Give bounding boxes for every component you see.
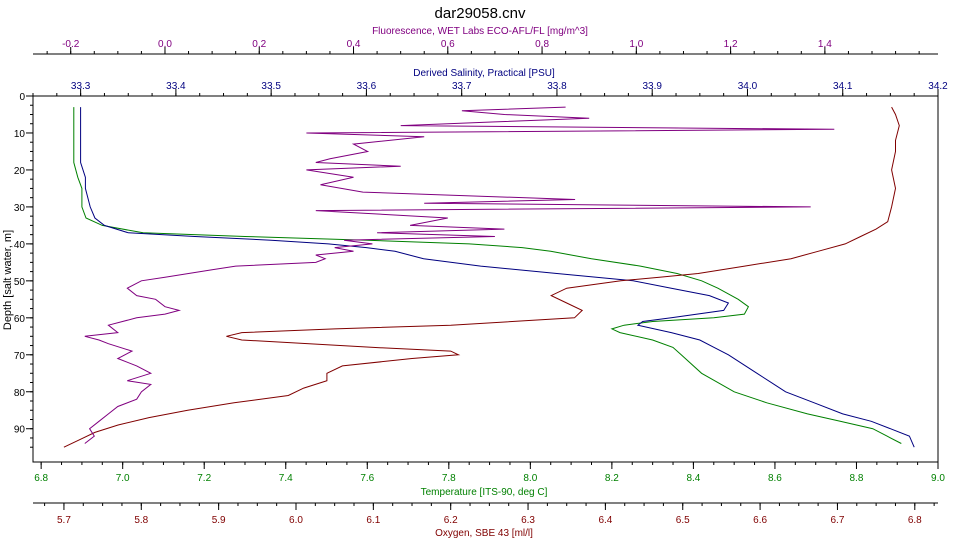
- depth-axis: Depth [salt water, m] 0 10 20 30 40 50 60 70 80 9…: [2, 92, 33, 448]
- temperature-tick-label: 7.2: [197, 473, 211, 484]
- temperature-tick-label: 8.6: [768, 473, 782, 484]
- chart-marks: [63, 106, 915, 448]
- fluorescence-tick-label: -0.2: [62, 39, 80, 50]
- oxygen-tick-label: 6.5: [676, 515, 690, 526]
- fluorescence-tick-label: 0.2: [252, 39, 266, 50]
- depth-tick-label: 80: [14, 388, 26, 399]
- salinity-tick-label: 33.4: [166, 81, 186, 92]
- depth-tick-label: 50: [14, 277, 26, 288]
- salinity-tick-label: 33.9: [642, 81, 662, 92]
- temperature-tick-label: 7.0: [116, 473, 130, 484]
- fluorescence-tick-label: 0.4: [347, 39, 361, 50]
- oxygen-tick-label: 6.6: [753, 515, 767, 526]
- salinity-profile-line: [80, 107, 915, 448]
- oxygen-tick-label: 6.0: [289, 515, 303, 526]
- temperature-tick-label: 7.8: [442, 473, 456, 484]
- temperature-tick-label: 8.4: [686, 473, 700, 484]
- plot-area: [32, 95, 939, 463]
- salinity-tick-label: 34.0: [738, 81, 758, 92]
- temperature-tick-label: 8.0: [523, 473, 537, 484]
- depth-tick-label: 30: [14, 203, 26, 214]
- oxygen-tick-label: 6.7: [830, 515, 844, 526]
- fluorescence-profile-line: [84, 106, 835, 444]
- temperature-axis: Temperature [ITS-90, deg C] 6.8 7.0 7.2 7.4…: [34, 462, 945, 498]
- oxygen-tick-label: 5.9: [212, 515, 226, 526]
- oxygen-tick-label: 6.1: [366, 515, 380, 526]
- salinity-tick-label: 33.8: [547, 81, 567, 92]
- depth-tick-label: 60: [14, 314, 26, 325]
- temperature-tick-label: 6.8: [34, 473, 48, 484]
- temperature-profile-line: [73, 107, 902, 444]
- oxygen-tick-label: 6.4: [598, 515, 612, 526]
- salinity-tick-label: 33.6: [357, 81, 377, 92]
- temperature-tick-label: 8.2: [605, 473, 619, 484]
- oxygen-axis-label: Oxygen, SBE 43 [ml/l]: [435, 528, 533, 539]
- salinity-tick-label: 33.7: [452, 81, 472, 92]
- depth-tick-label: 70: [14, 351, 26, 362]
- temperature-axis-label: Temperature [ITS-90, deg C]: [421, 487, 548, 498]
- temperature-tick-label: 7.4: [279, 473, 293, 484]
- temperature-tick-label: 8.8: [850, 473, 864, 484]
- fluorescence-tick-label: 0.6: [441, 39, 455, 50]
- oxygen-tick-label: 6.8: [908, 515, 922, 526]
- depth-tick-label: 0: [19, 92, 25, 103]
- depth-tick-label: 20: [14, 166, 26, 177]
- salinity-tick-label: 34.1: [833, 81, 853, 92]
- fluorescence-tick-label: 1.0: [629, 39, 643, 50]
- depth-axis-label: Depth [salt water, m]: [2, 230, 14, 330]
- temperature-tick-label: 7.6: [360, 473, 374, 484]
- fluorescence-tick-label: 0.8: [535, 39, 549, 50]
- chart-title: dar29058.cnv: [435, 5, 526, 22]
- salinity-tick-label: 33.5: [261, 81, 281, 92]
- depth-tick-label: 40: [14, 240, 26, 251]
- salinity-tick-label: 34.2: [928, 81, 948, 92]
- oxygen-tick-label: 5.8: [134, 515, 148, 526]
- salinity-axis: Derived Salinity, Practical [PSU] 33.3 33…: [32, 68, 948, 96]
- oxygen-tick-label: 5.7: [57, 515, 71, 526]
- salinity-tick-label: 33.3: [71, 81, 91, 92]
- temperature-tick-label: 9.0: [931, 473, 945, 484]
- oxygen-profile-line: [63, 106, 900, 448]
- fluorescence-axis: Fluorescence, WET Labs ECO-AFL/FL [mg/m^…: [33, 26, 938, 55]
- fluorescence-tick-label: 1.2: [724, 39, 738, 50]
- salinity-axis-label: Derived Salinity, Practical [PSU]: [413, 68, 555, 79]
- oxygen-tick-label: 6.3: [521, 515, 535, 526]
- oxygen-axis: Oxygen, SBE 43 [ml/l] 5.7 5.8 5.9 6.0 6.1 6.2…: [33, 502, 938, 539]
- oxygen-tick-label: 6.2: [444, 515, 458, 526]
- fluorescence-axis-label: Fluorescence, WET Labs ECO-AFL/FL [mg/m^…: [372, 26, 588, 37]
- fluorescence-tick-label: 0.0: [158, 39, 172, 50]
- depth-tick-label: 90: [14, 425, 26, 436]
- fluorescence-tick-label: 1.4: [818, 39, 832, 50]
- depth-tick-label: 10: [14, 129, 26, 140]
